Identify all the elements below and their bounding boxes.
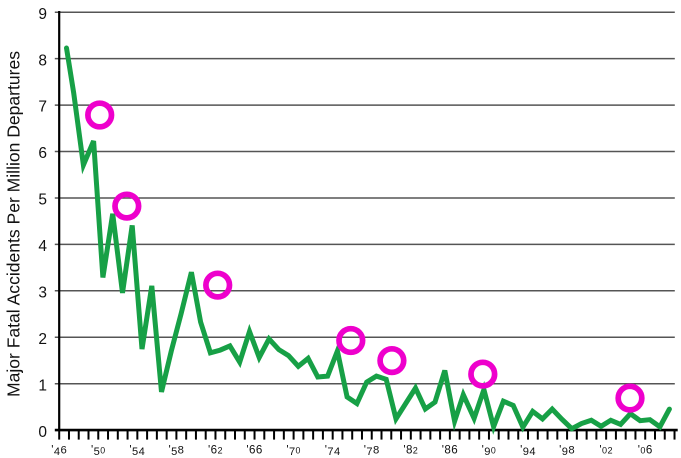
svg-text:'58: '58 [168,444,184,458]
svg-text:0: 0 [38,424,47,441]
svg-text:'70: '70 [286,444,301,458]
svg-text:'50: '50 [91,444,106,458]
svg-text:3: 3 [38,285,47,302]
svg-text:'66: '66 [246,444,262,457]
svg-text:'78: '78 [364,444,380,458]
svg-text:6: 6 [38,145,47,162]
svg-text:'86: '86 [442,444,458,457]
svg-text:2: 2 [38,331,47,348]
svg-text:'98: '98 [559,444,575,458]
svg-text:'02: '02 [599,444,613,457]
svg-text:'94: '94 [520,444,536,458]
svg-text:'46: '46 [51,444,67,458]
svg-text:7: 7 [38,99,47,116]
svg-text:'90: '90 [482,444,497,458]
svg-text:9: 9 [38,6,47,23]
svg-text:5: 5 [38,192,47,209]
svg-text:4: 4 [38,238,47,255]
svg-text:Major Fatal Accidents Per Mill: Major Fatal Accidents Per Million Depart… [4,51,24,397]
svg-text:'82: '82 [403,444,418,457]
svg-text:'06: '06 [638,444,653,457]
svg-text:'62: '62 [208,444,223,457]
svg-text:1: 1 [38,377,47,394]
svg-text:'74: '74 [325,444,341,458]
svg-text:8: 8 [38,52,47,69]
svg-text:'54: '54 [129,444,145,458]
